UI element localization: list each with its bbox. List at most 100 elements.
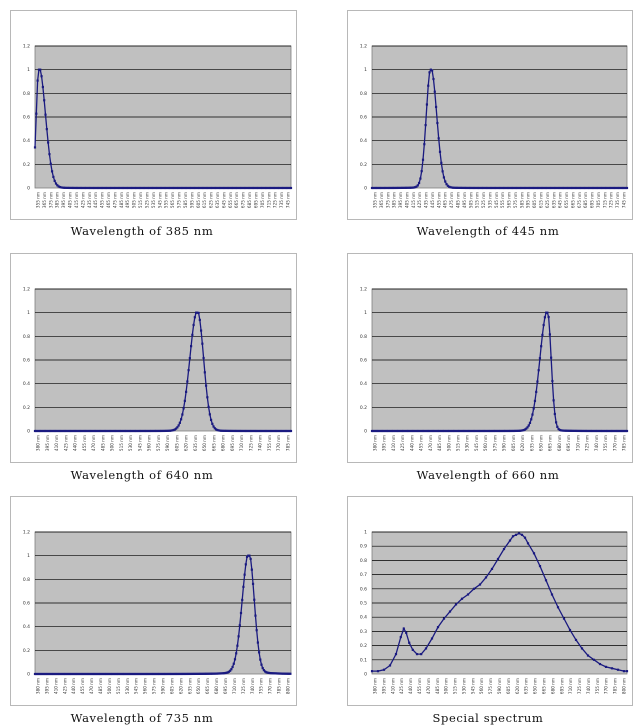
data-point <box>219 672 222 675</box>
data-point <box>402 186 405 189</box>
x-tick-label: 665 nm <box>570 192 575 208</box>
data-point <box>404 429 407 433</box>
data-point <box>450 186 453 189</box>
y-tick-label: 0.4 <box>360 138 367 144</box>
data-point <box>228 429 231 433</box>
x-tick-label: 650 nm <box>196 678 201 694</box>
data-point <box>226 429 229 432</box>
data-point <box>207 186 210 190</box>
data-point <box>247 186 251 190</box>
data-point <box>35 112 38 115</box>
data-point <box>540 345 543 348</box>
data-point <box>611 186 614 190</box>
data-point <box>56 184 59 187</box>
data-point <box>176 426 179 429</box>
data-point <box>212 672 215 675</box>
data-point <box>530 186 533 190</box>
x-tick-label: 445 nm <box>93 192 98 208</box>
x-tick-label: 565 nm <box>170 192 175 208</box>
data-point <box>127 186 130 190</box>
data-point <box>474 186 477 190</box>
data-point <box>610 667 614 670</box>
data-point <box>623 429 626 433</box>
data-point <box>617 429 620 433</box>
data-point <box>61 186 64 189</box>
data-point <box>264 186 268 190</box>
data-point <box>538 357 542 360</box>
data-point <box>74 186 77 190</box>
x-tick-label: 680 nm <box>214 678 219 694</box>
data-point <box>508 186 511 190</box>
data-point <box>499 429 502 433</box>
data-point <box>149 186 152 190</box>
data-point <box>53 672 56 676</box>
data-point <box>112 429 115 433</box>
data-point <box>441 429 444 433</box>
data-point <box>199 186 202 190</box>
data-point <box>606 429 609 433</box>
data-point <box>468 186 472 190</box>
data-point <box>601 429 604 433</box>
data-point <box>52 175 55 179</box>
data-point <box>215 186 218 190</box>
y-tick-label: 0.8 <box>23 577 30 583</box>
data-point <box>126 429 129 433</box>
data-point <box>237 186 240 190</box>
data-point <box>565 186 568 190</box>
x-tick-label: 410 nm <box>390 678 395 694</box>
data-point <box>180 672 184 676</box>
data-point <box>83 672 86 676</box>
data-point <box>157 672 161 676</box>
data-point <box>598 662 602 666</box>
data-point <box>408 186 412 189</box>
x-tick-label: 395 nm <box>61 192 66 208</box>
data-point <box>622 429 625 433</box>
x-tick-label: 380 nm <box>373 435 378 451</box>
data-point <box>44 672 47 676</box>
x-tick-label: 620 nm <box>520 435 525 451</box>
data-point <box>376 186 379 190</box>
data-point <box>571 429 574 432</box>
data-point <box>257 651 261 654</box>
chart-panel-660: 0 0.2 0.4 0.6 0.8 1 1.2 380 nm 395 nm 410 nm 425 n… <box>347 253 633 463</box>
data-point <box>490 429 493 433</box>
data-point <box>35 429 38 433</box>
data-point <box>83 186 86 190</box>
data-point <box>528 421 532 424</box>
data-point <box>380 429 384 433</box>
data-point <box>532 552 536 555</box>
x-tick-label: 695 nm <box>566 435 571 451</box>
data-point <box>583 429 586 433</box>
x-tick-label: 665 nm <box>548 435 553 451</box>
data-point <box>420 429 423 433</box>
data-point <box>274 186 277 190</box>
x-tick-label: 620 nm <box>515 678 520 694</box>
data-point <box>544 579 548 582</box>
data-point <box>434 429 437 433</box>
data-point <box>226 186 230 190</box>
data-point <box>57 429 60 433</box>
x-tick-label: 405 nm <box>404 192 409 208</box>
data-point <box>497 429 500 433</box>
data-point <box>175 427 178 430</box>
data-point <box>424 429 427 433</box>
x-tick-label: 745 nm <box>622 192 627 208</box>
data-point <box>249 557 252 561</box>
data-point <box>95 672 98 676</box>
data-point <box>70 186 73 190</box>
data-point <box>518 186 521 190</box>
x-tick-label: 560 nm <box>143 678 148 694</box>
data-point <box>446 184 449 187</box>
data-point <box>152 429 155 433</box>
data-point <box>593 429 596 433</box>
data-point <box>548 333 551 336</box>
data-point <box>395 429 398 433</box>
data-point <box>264 429 268 433</box>
data-point <box>526 186 529 190</box>
x-tick-label: 515 nm <box>456 435 461 451</box>
data-point <box>224 671 227 675</box>
data-point <box>106 429 109 433</box>
caption-385: Wavelength of 385 nm <box>70 224 214 238</box>
x-tick-label: 395 nm <box>398 192 403 208</box>
data-point <box>618 429 621 433</box>
